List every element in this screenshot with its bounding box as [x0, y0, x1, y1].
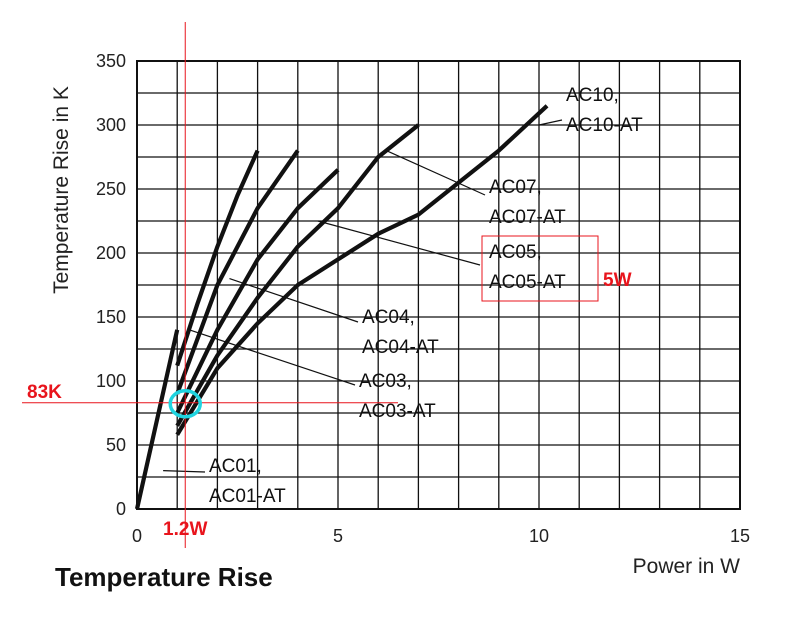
- series-label: AC04,: [362, 307, 415, 328]
- leader-line: [229, 278, 359, 323]
- highlight-label: 5W: [603, 270, 632, 291]
- series-line: [134, 329, 180, 510]
- x-tick-label: 0: [132, 526, 142, 546]
- series-label: AC03-AT: [359, 401, 436, 422]
- series-label: AC10-AT: [566, 115, 643, 136]
- x-axis-label: Power in W: [633, 555, 741, 578]
- y-axis-label: Temperature Rise in K: [50, 86, 73, 294]
- series-label: AC07,: [489, 177, 542, 198]
- plot-border: [136, 60, 741, 510]
- leader-line: [163, 470, 206, 473]
- marker-circle: [168, 389, 202, 419]
- y-tick-label: 350: [96, 51, 126, 71]
- marker-annotations: 1.2W 83K 5W: [22, 22, 632, 548]
- series-label: AC04-AT: [362, 337, 439, 358]
- plot-frame: [136, 60, 741, 510]
- y-tick-label: 100: [96, 371, 126, 391]
- leader-line: [538, 119, 563, 126]
- series-label: AC01-AT: [209, 486, 286, 507]
- series-label: AC05,: [489, 242, 542, 263]
- series-label: AC05-AT: [489, 272, 566, 293]
- series-label: AC01,: [209, 456, 262, 477]
- series-labels: AC01, AC01-AT AC03, AC03-AT AC04, AC04-AT AC05…: [209, 85, 643, 507]
- y-tick-label: 200: [96, 243, 126, 263]
- leader-line: [385, 150, 486, 196]
- chart-title: Temperature Rise: [55, 562, 273, 592]
- marker-y-label: 83K: [27, 382, 62, 403]
- x-tick-label: 10: [529, 526, 549, 546]
- series-line: [175, 168, 340, 414]
- leader-line: [189, 329, 356, 386]
- series-line: [175, 123, 420, 427]
- marker-x-label: 1.2W: [163, 519, 207, 540]
- x-tick-label: 5: [333, 526, 343, 546]
- y-tick-label: 250: [96, 179, 126, 199]
- series-label: AC10,: [566, 85, 619, 106]
- x-tick-labels: 0 5 10 15: [132, 526, 750, 546]
- y-tick-label: 150: [96, 307, 126, 327]
- x-tick-label: 15: [730, 526, 750, 546]
- y-tick-labels: 0 50 100 150 200 250 300 350: [96, 51, 126, 519]
- leader-lines: [163, 119, 563, 473]
- grid: [136, 60, 741, 510]
- y-tick-label: 50: [106, 435, 126, 455]
- y-tick-label: 300: [96, 115, 126, 135]
- series-lines: [134, 104, 549, 510]
- y-tick-label: 0: [116, 499, 126, 519]
- series-label: AC07-AT: [489, 207, 566, 228]
- series-line: [175, 149, 260, 367]
- series-line: [175, 149, 300, 395]
- highlight-box: [481, 235, 599, 302]
- leader-line: [317, 220, 481, 266]
- series-label: AC03,: [359, 371, 412, 392]
